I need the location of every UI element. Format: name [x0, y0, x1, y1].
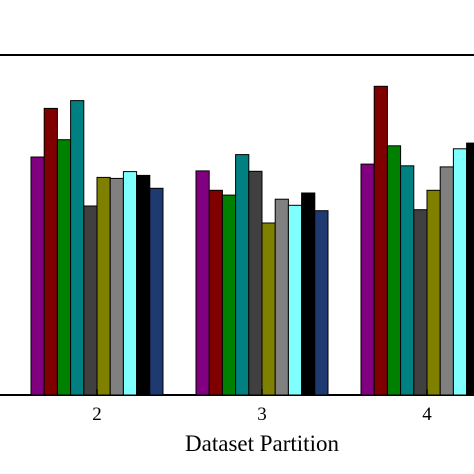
- bar-cat2-s7: [109, 177, 124, 396]
- bar-cat2-s4: [70, 100, 85, 396]
- x-tick-label-3: 3: [257, 404, 267, 425]
- bar-cat2-s5: [83, 205, 98, 396]
- x-tick-label-2: 2: [92, 404, 102, 425]
- bar-cat2-s8: [122, 171, 138, 396]
- bar-cat3-s10: [314, 210, 329, 396]
- bars-group: [30, 85, 474, 396]
- bar-cat3-s9: [301, 192, 316, 396]
- bar-cat3-s4: [235, 154, 250, 396]
- bar-cat3-s7: [274, 198, 289, 396]
- bar-cat4-s5: [413, 209, 428, 396]
- bar-cat4-s1: [360, 163, 375, 396]
- bar-cat4-s2: [373, 85, 388, 396]
- bar-cat2-s2: [43, 107, 58, 396]
- bar-cat3-s6: [261, 222, 276, 396]
- bar-cat3-s8: [287, 204, 303, 396]
- bar-cat2-s3: [56, 139, 72, 396]
- ticks-group: 2 3 4: [92, 389, 432, 425]
- bar-cat2-s9: [136, 174, 151, 396]
- bar-cat4-s9: [466, 142, 474, 396]
- bar-cat4-s8: [452, 148, 468, 396]
- bar-cat4-s4: [400, 165, 415, 396]
- bar-cat3-s2: [208, 189, 223, 396]
- bar-cat4-s3: [386, 145, 402, 396]
- bar-cat2-s10: [149, 187, 164, 396]
- bar-cat4-s7: [439, 166, 454, 396]
- x-tick-label-4: 4: [422, 404, 432, 425]
- bar-cat3-s3: [221, 194, 237, 396]
- bar-cat3-s5: [248, 170, 263, 396]
- bar-cat3-s1: [195, 170, 210, 396]
- bar-cat4-s6: [426, 189, 441, 396]
- bar-cat2-s6: [96, 176, 111, 396]
- bar-cat2-s1: [30, 156, 45, 396]
- x-axis-label: Dataset Partition: [185, 431, 339, 456]
